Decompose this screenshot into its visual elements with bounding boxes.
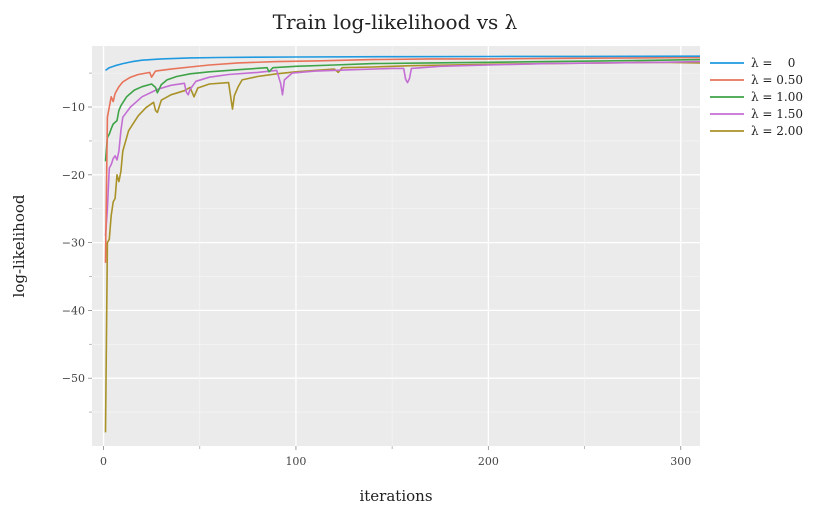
y-tick-label: −40 [62, 304, 85, 317]
series-lines [104, 55, 701, 433]
x-tick-label: 200 [478, 455, 499, 468]
x-axis-label: iterations [359, 487, 432, 505]
series-line [104, 58, 701, 162]
series-line [104, 56, 701, 263]
legend: λ = 0 λ = 0.50 λ = 1.00 λ = 1.50 λ = 2.00 [710, 56, 803, 138]
legend-label: λ = 0 [751, 56, 795, 70]
x-tick-label: 300 [670, 455, 691, 468]
y-axis-label: log-likelihood [10, 194, 28, 297]
y-axis-ticks: −50 −40 −30 −20 −10 [62, 72, 92, 413]
x-axis-ticks: 0 100 200 300 [100, 446, 691, 468]
legend-label: λ = 1.00 [751, 90, 803, 104]
legend-label: λ = 1.50 [751, 107, 803, 121]
y-tick-label: −10 [62, 101, 85, 114]
plot-area [92, 46, 700, 446]
legend-label: λ = 2.00 [751, 124, 803, 138]
series-line [104, 61, 701, 433]
chart-title: Train log-likelihood vs λ [273, 10, 518, 34]
x-tick-label: 0 [100, 455, 107, 468]
y-tick-label: −30 [62, 237, 85, 250]
series-line [105, 55, 701, 72]
x-tick-label: 100 [285, 455, 306, 468]
y-tick-label: −20 [62, 169, 85, 182]
series-line [104, 60, 701, 236]
y-tick-label: −50 [62, 372, 85, 385]
legend-label: λ = 0.50 [751, 73, 803, 87]
